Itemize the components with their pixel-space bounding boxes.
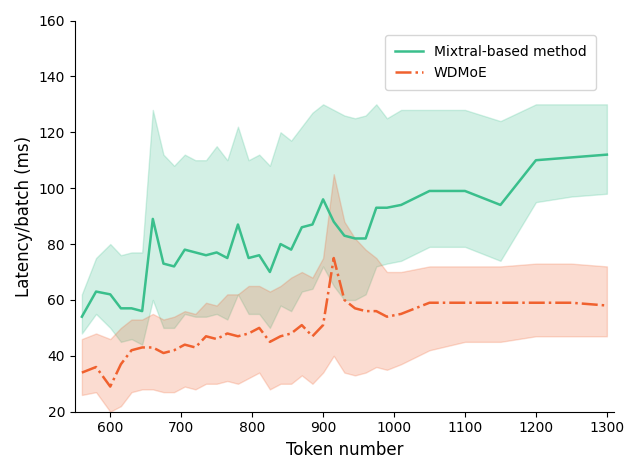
Mixtral-based method <box>128 305 136 311</box>
Mixtral-based method <box>298 225 306 230</box>
Mixtral-based method <box>362 236 369 241</box>
Mixtral-based method <box>603 152 611 157</box>
WDMoE <box>298 322 306 328</box>
Mixtral-based method <box>117 305 125 311</box>
WDMoE <box>397 311 405 317</box>
Mixtral-based method <box>372 205 380 210</box>
WDMoE <box>78 370 86 375</box>
Mixtral-based method <box>202 252 210 258</box>
Mixtral-based method <box>308 222 316 228</box>
Mixtral-based method <box>106 292 114 297</box>
WDMoE <box>117 361 125 367</box>
WDMoE <box>497 300 504 306</box>
WDMoE <box>255 325 263 331</box>
Mixtral-based method <box>149 216 157 222</box>
WDMoE <box>568 300 575 306</box>
Mixtral-based method <box>287 247 295 253</box>
WDMoE <box>603 303 611 309</box>
WDMoE <box>223 331 231 337</box>
WDMoE <box>170 347 178 353</box>
WDMoE <box>383 314 391 319</box>
Mixtral-based method <box>266 269 274 275</box>
WDMoE <box>149 345 157 350</box>
WDMoE <box>106 384 114 390</box>
Mixtral-based method <box>234 222 242 228</box>
WDMoE <box>92 364 100 370</box>
Mixtral-based method <box>244 255 252 261</box>
WDMoE <box>181 342 189 347</box>
Mixtral-based method <box>397 202 405 208</box>
Mixtral-based method <box>78 314 86 319</box>
Mixtral-based method <box>351 236 359 241</box>
Mixtral-based method <box>532 157 540 163</box>
WDMoE <box>138 345 146 350</box>
Mixtral-based method <box>213 250 221 255</box>
Mixtral-based method <box>138 308 146 314</box>
Mixtral-based method <box>276 241 284 247</box>
Mixtral-based method <box>497 202 504 208</box>
Mixtral-based method <box>181 247 189 253</box>
WDMoE <box>128 347 136 353</box>
WDMoE <box>266 339 274 345</box>
Mixtral-based method <box>340 233 348 238</box>
Mixtral-based method <box>159 261 167 266</box>
Mixtral-based method <box>319 197 327 202</box>
Line: WDMoE: WDMoE <box>82 258 607 387</box>
Line: Mixtral-based method: Mixtral-based method <box>82 155 607 317</box>
WDMoE <box>532 300 540 306</box>
WDMoE <box>362 308 369 314</box>
Mixtral-based method <box>383 205 391 210</box>
Y-axis label: Latency/batch (ms): Latency/batch (ms) <box>15 136 33 297</box>
WDMoE <box>308 333 316 339</box>
WDMoE <box>159 350 167 356</box>
WDMoE <box>276 333 284 339</box>
WDMoE <box>426 300 433 306</box>
Mixtral-based method <box>170 264 178 269</box>
Mixtral-based method <box>426 188 433 194</box>
WDMoE <box>244 331 252 337</box>
Mixtral-based method <box>330 219 337 225</box>
WDMoE <box>351 305 359 311</box>
Mixtral-based method <box>461 188 469 194</box>
Mixtral-based method <box>255 252 263 258</box>
WDMoE <box>461 300 469 306</box>
WDMoE <box>330 255 337 261</box>
WDMoE <box>319 322 327 328</box>
Mixtral-based method <box>92 289 100 294</box>
Mixtral-based method <box>191 250 199 255</box>
WDMoE <box>191 345 199 350</box>
Mixtral-based method <box>568 155 575 160</box>
WDMoE <box>213 336 221 342</box>
WDMoE <box>340 297 348 303</box>
WDMoE <box>234 333 242 339</box>
X-axis label: Token number: Token number <box>285 441 403 459</box>
WDMoE <box>372 308 380 314</box>
Mixtral-based method <box>223 255 231 261</box>
Legend: Mixtral-based method, WDMoE: Mixtral-based method, WDMoE <box>385 35 596 90</box>
WDMoE <box>287 331 295 337</box>
WDMoE <box>202 333 210 339</box>
